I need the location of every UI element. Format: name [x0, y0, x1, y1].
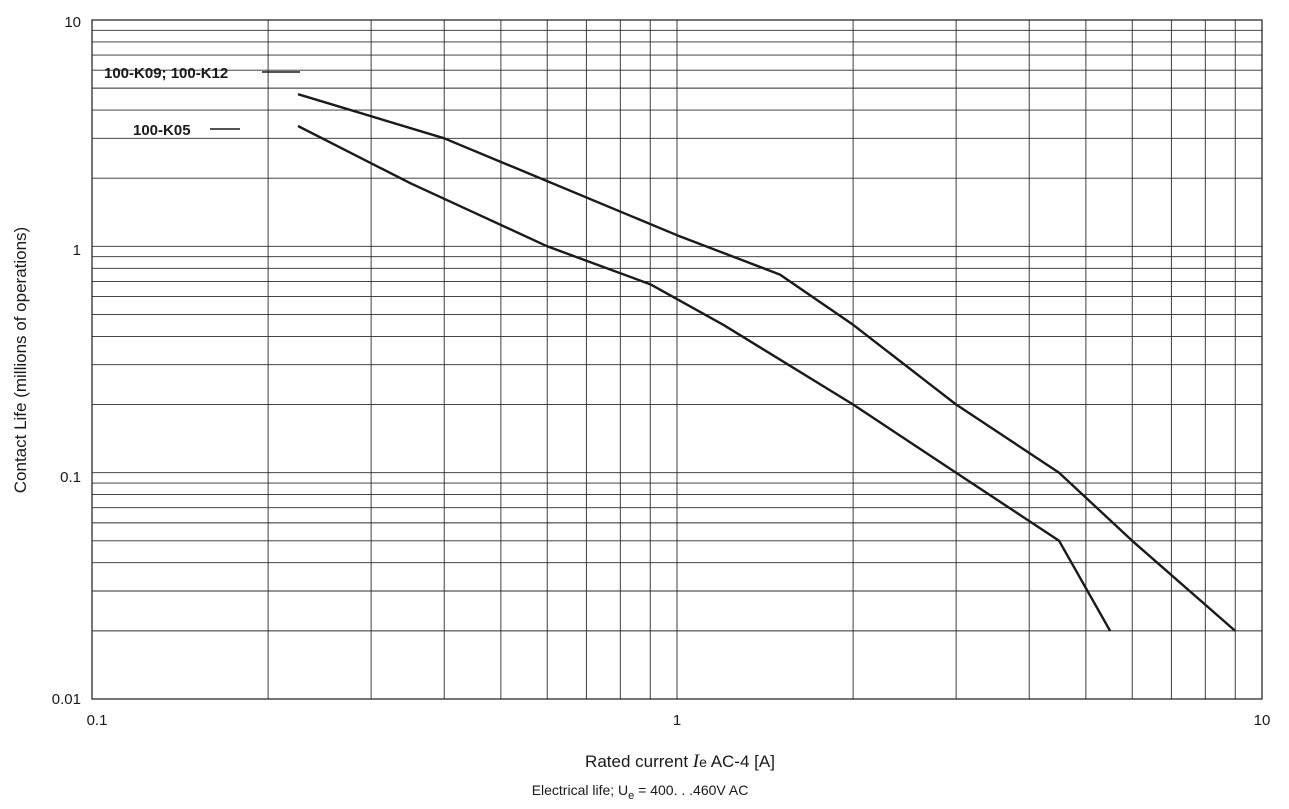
series-label: 100-K09; 100-K12 — [104, 65, 228, 82]
x-tick-label: 0.1 — [87, 712, 108, 729]
series-line-k05 — [297, 124, 1112, 632]
series-label-k05: 100-K05 — [133, 122, 240, 139]
y-tick-labels: 10 1 0.1 0.01 — [52, 14, 81, 708]
plot-frame — [91, 19, 1263, 700]
x-tick-labels: 0.1 1 10 — [87, 712, 1271, 729]
x-tick-label: 1 — [673, 712, 681, 729]
series-label: 100-K05 — [133, 122, 191, 139]
x-tick-label: 10 — [1254, 712, 1271, 729]
y-axis-label: Contact Life (millions of operations) — [11, 227, 30, 493]
y-tick-label: 1 — [73, 242, 81, 259]
chart-footnote: Electrical life; Ue = 400. . .460V AC — [532, 782, 749, 802]
grid-layer — [92, 20, 1262, 699]
curve-layer — [297, 93, 1236, 632]
y-tick-label: 0.1 — [60, 469, 81, 486]
y-tick-label: 0.01 — [52, 691, 81, 708]
y-tick-label: 10 — [64, 14, 81, 31]
x-axis-label: Rated current Ie AC-4 [A] — [585, 751, 775, 772]
series-label-k09-k12: 100-K09; 100-K12 — [104, 65, 300, 82]
series-line-k09-k12 — [297, 93, 1236, 632]
